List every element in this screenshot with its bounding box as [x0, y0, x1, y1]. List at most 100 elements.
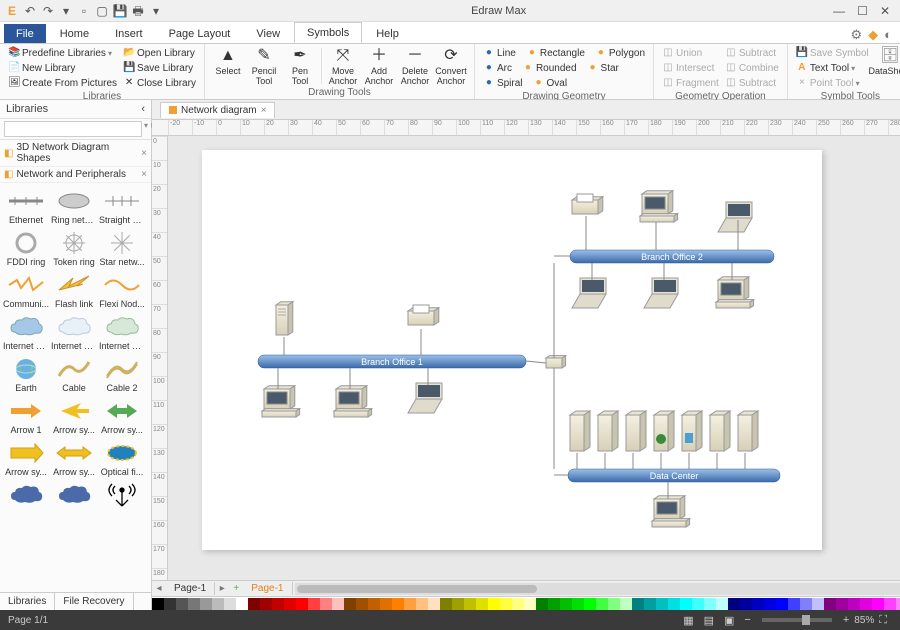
swatch[interactable]	[356, 598, 368, 610]
swatch[interactable]	[848, 598, 860, 610]
swatch[interactable]	[332, 598, 344, 610]
swatch[interactable]	[776, 598, 788, 610]
shape-extra-2[interactable]	[98, 481, 146, 509]
app-icon[interactable]: E	[4, 3, 20, 19]
shape-Arrow sy...[interactable]: Arrow sy...	[50, 439, 98, 477]
page-tab-active[interactable]: Page-1	[243, 582, 292, 595]
swatch[interactable]	[752, 598, 764, 610]
shape-Cable[interactable]: Cable	[50, 355, 98, 393]
qat-drop[interactable]: ▾	[58, 3, 74, 19]
page-add[interactable]: +	[229, 583, 243, 594]
datasheet-button[interactable]: 🗄 DataSheet	[873, 46, 900, 90]
swatch[interactable]	[200, 598, 212, 610]
hscroll-thumb[interactable]	[297, 585, 537, 593]
search-drop[interactable]: ▾	[144, 121, 148, 137]
canvas[interactable]: Branch Office 1Branch Office 2Data Cente…	[168, 136, 900, 580]
tab-symbols[interactable]: Symbols	[294, 22, 362, 43]
tab-page-layout[interactable]: Page Layout	[157, 24, 243, 43]
dt-pen[interactable]: ✒PenTool	[283, 46, 317, 86]
zoom-slider[interactable]	[762, 618, 832, 622]
op-combine-11[interactable]: ◫Combine	[723, 61, 781, 75]
create-from-pictures[interactable]: 🖼Create From Pictures	[6, 76, 119, 90]
swatch[interactable]	[164, 598, 176, 610]
swatch[interactable]	[500, 598, 512, 610]
dt-pencil[interactable]: ✎PencilTool	[247, 46, 281, 86]
shape-Straight b...[interactable]: Straight b...	[98, 187, 146, 225]
swatch[interactable]	[896, 598, 900, 610]
open-library[interactable]: 📂Open Library	[121, 46, 198, 60]
geom-line[interactable]: ●Line	[481, 46, 518, 60]
swatch[interactable]	[824, 598, 836, 610]
dt-move[interactable]: ⤧MoveAnchor	[326, 46, 360, 86]
tab-view[interactable]: View	[244, 24, 292, 43]
swatch[interactable]	[560, 598, 572, 610]
swatch[interactable]	[668, 598, 680, 610]
shape-extra-1[interactable]	[50, 481, 98, 509]
hscroll-track[interactable]	[295, 583, 900, 595]
swatch[interactable]	[272, 598, 284, 610]
new-library[interactable]: 📄New Library	[6, 61, 119, 75]
swatch[interactable]	[740, 598, 752, 610]
swatch[interactable]	[404, 598, 416, 610]
shape-Flash link[interactable]: Flash link	[50, 271, 98, 309]
status-view3[interactable]: ▣	[719, 614, 739, 627]
swatch[interactable]	[548, 598, 560, 610]
geom-oval[interactable]: ●Oval	[531, 76, 570, 90]
swatch[interactable]	[584, 598, 596, 610]
shape-Ethernet[interactable]: Ethernet	[2, 187, 50, 225]
swatch[interactable]	[812, 598, 824, 610]
swatch[interactable]	[368, 598, 380, 610]
zoom-out[interactable]: −	[739, 614, 755, 626]
swatch[interactable]	[632, 598, 644, 610]
dt-convert[interactable]: ⟳ConvertAnchor	[434, 46, 468, 86]
swatch[interactable]	[656, 598, 668, 610]
status-view1[interactable]: ▦	[678, 614, 698, 627]
swatch[interactable]	[524, 598, 536, 610]
shape-Token ring[interactable]: Token ring	[50, 229, 98, 267]
swatch[interactable]	[620, 598, 632, 610]
shape-FDDI ring[interactable]: FDDI ring	[2, 229, 50, 267]
print-button[interactable]: 🖶	[130, 3, 146, 19]
swatch[interactable]	[464, 598, 476, 610]
swatch[interactable]	[644, 598, 656, 610]
open-button[interactable]: ▢	[94, 3, 110, 19]
lib-cat-3d[interactable]: ◧3D Network Diagram Shapes×	[0, 140, 151, 167]
doc-tab[interactable]: Network diagram×	[160, 102, 275, 118]
shape-Earth[interactable]: Earth	[2, 355, 50, 393]
swatch[interactable]	[692, 598, 704, 610]
swatch[interactable]	[236, 598, 248, 610]
swatch[interactable]	[488, 598, 500, 610]
text-tool[interactable]: AText Tool▾	[794, 61, 871, 75]
maximize-button[interactable]: ☐	[857, 4, 868, 18]
swatch[interactable]	[452, 598, 464, 610]
shape-Optical fi...[interactable]: Optical fi...	[98, 439, 146, 477]
swatch[interactable]	[176, 598, 188, 610]
libfoot-libraries[interactable]: Libraries	[0, 593, 55, 610]
tab-file[interactable]: File	[4, 24, 46, 43]
op-fragment-02[interactable]: ◫Fragment	[660, 76, 721, 90]
shape-Cable 2[interactable]: Cable 2	[98, 355, 146, 393]
swatch[interactable]	[428, 598, 440, 610]
op-subtract-12[interactable]: ◫Subtract	[723, 76, 781, 90]
dt-select[interactable]: ▲Select	[211, 46, 245, 86]
status-view2[interactable]: ▤	[699, 614, 719, 627]
swatch[interactable]	[344, 598, 356, 610]
dt-delete[interactable]: －DeleteAnchor	[398, 46, 432, 86]
swatch[interactable]	[416, 598, 428, 610]
swatch[interactable]	[860, 598, 872, 610]
swatch[interactable]	[764, 598, 776, 610]
dt-add[interactable]: ＋AddAnchor	[362, 46, 396, 86]
settings-icon[interactable]: ⚙	[850, 27, 862, 43]
swatch[interactable]	[188, 598, 200, 610]
close-library[interactable]: ✕Close Library	[121, 76, 198, 90]
swatch[interactable]	[380, 598, 392, 610]
geom-rectangle[interactable]: ●Rectangle	[524, 46, 587, 60]
undo-button[interactable]: ↶	[22, 3, 38, 19]
save-button[interactable]: 💾	[112, 3, 128, 19]
swatch[interactable]	[596, 598, 608, 610]
geom-arc[interactable]: ●Arc	[481, 61, 514, 75]
swatch[interactable]	[152, 598, 164, 610]
shape-Internet C...[interactable]: Internet C...	[50, 313, 98, 351]
shape-Arrow sy...[interactable]: Arrow sy...	[50, 397, 98, 435]
shape-Communi...[interactable]: Communi...	[2, 271, 50, 309]
